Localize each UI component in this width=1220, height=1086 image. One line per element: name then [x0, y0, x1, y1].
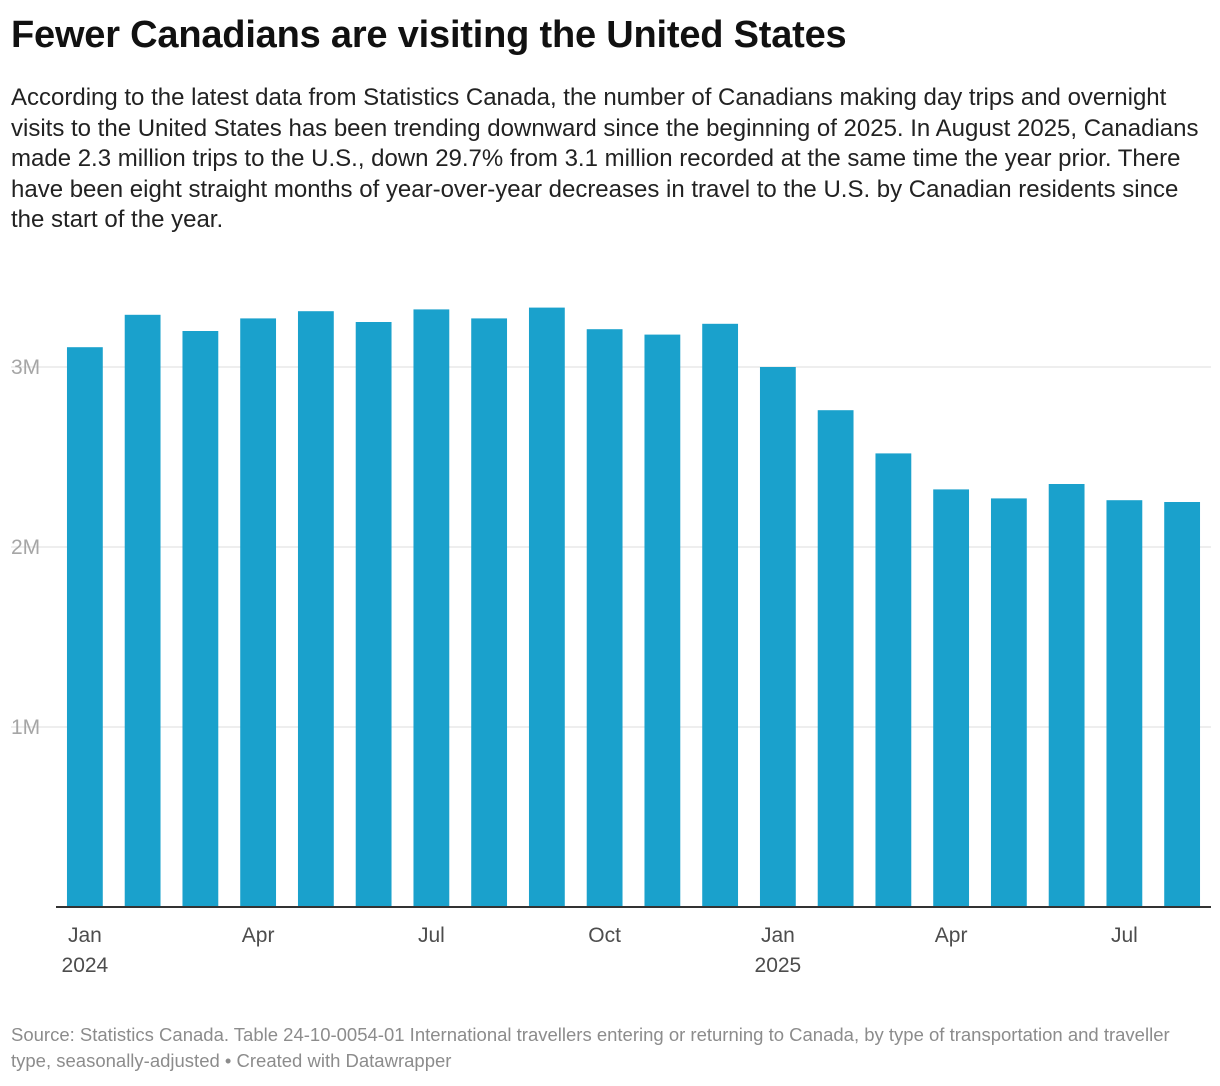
bar-jul-2025: [1106, 500, 1143, 907]
source-note: Source: Statistics Canada. Table 24-10-0…: [11, 1024, 1170, 1071]
x-tick-label: Apr: [935, 924, 968, 947]
y-tick-label: 3M: [11, 356, 40, 379]
bar-aug-2025: [1164, 502, 1201, 907]
bar-jun-2024: [355, 322, 392, 907]
y-tick-label: 1M: [11, 716, 40, 739]
x-tick-label: Jul: [1111, 924, 1138, 947]
x-tick-year-label: 2025: [755, 954, 802, 977]
bar-jul-2024: [413, 309, 450, 907]
bars: [66, 307, 1201, 908]
bar-jun-2025: [1048, 484, 1085, 907]
axes: Jan 2024 Apr Jul Oct Jan 2025 Apr Jul: [56, 906, 1211, 977]
bar-mar-2024: [182, 331, 219, 907]
y-tick-label: 2M: [11, 536, 40, 559]
x-tick-label: Apr: [242, 924, 275, 947]
bar-chart-svg: 1M 2M 3M Jan 2024 Apr Jul Oct Jan 2025 Apr Jul: [11, 307, 1211, 977]
bar-apr-2024: [240, 318, 277, 907]
bar-apr-2025: [933, 489, 970, 907]
bar-nov-2024: [644, 334, 681, 908]
bar-mar-2025: [875, 453, 912, 907]
bar-aug-2024: [471, 318, 508, 907]
x-tick-label: Jul: [418, 924, 445, 947]
x-tick-label: Oct: [588, 924, 621, 947]
bar-may-2024: [297, 311, 334, 907]
chart-subtitle: According to the latest data from Statis…: [11, 84, 1199, 233]
x-tick-label: Jan: [68, 924, 102, 947]
bar-may-2025: [990, 498, 1027, 907]
bar-oct-2024: [586, 329, 623, 907]
bar-chart: 1M 2M 3M Jan 2024 Apr Jul Oct Jan 2025 Apr Jul: [11, 290, 1220, 990]
x-tick-year-label: 2024: [62, 954, 109, 977]
chart-title: Fewer Canadians are visiting the United …: [11, 14, 847, 56]
bar-sep-2024: [528, 307, 565, 908]
bar-feb-2024: [124, 314, 161, 907]
bar-jan-2025: [759, 367, 796, 907]
bar-dec-2024: [702, 323, 739, 907]
bar-jan-2024: [66, 347, 103, 907]
bar-feb-2025: [817, 410, 854, 907]
x-tick-label: Jan: [761, 924, 795, 947]
